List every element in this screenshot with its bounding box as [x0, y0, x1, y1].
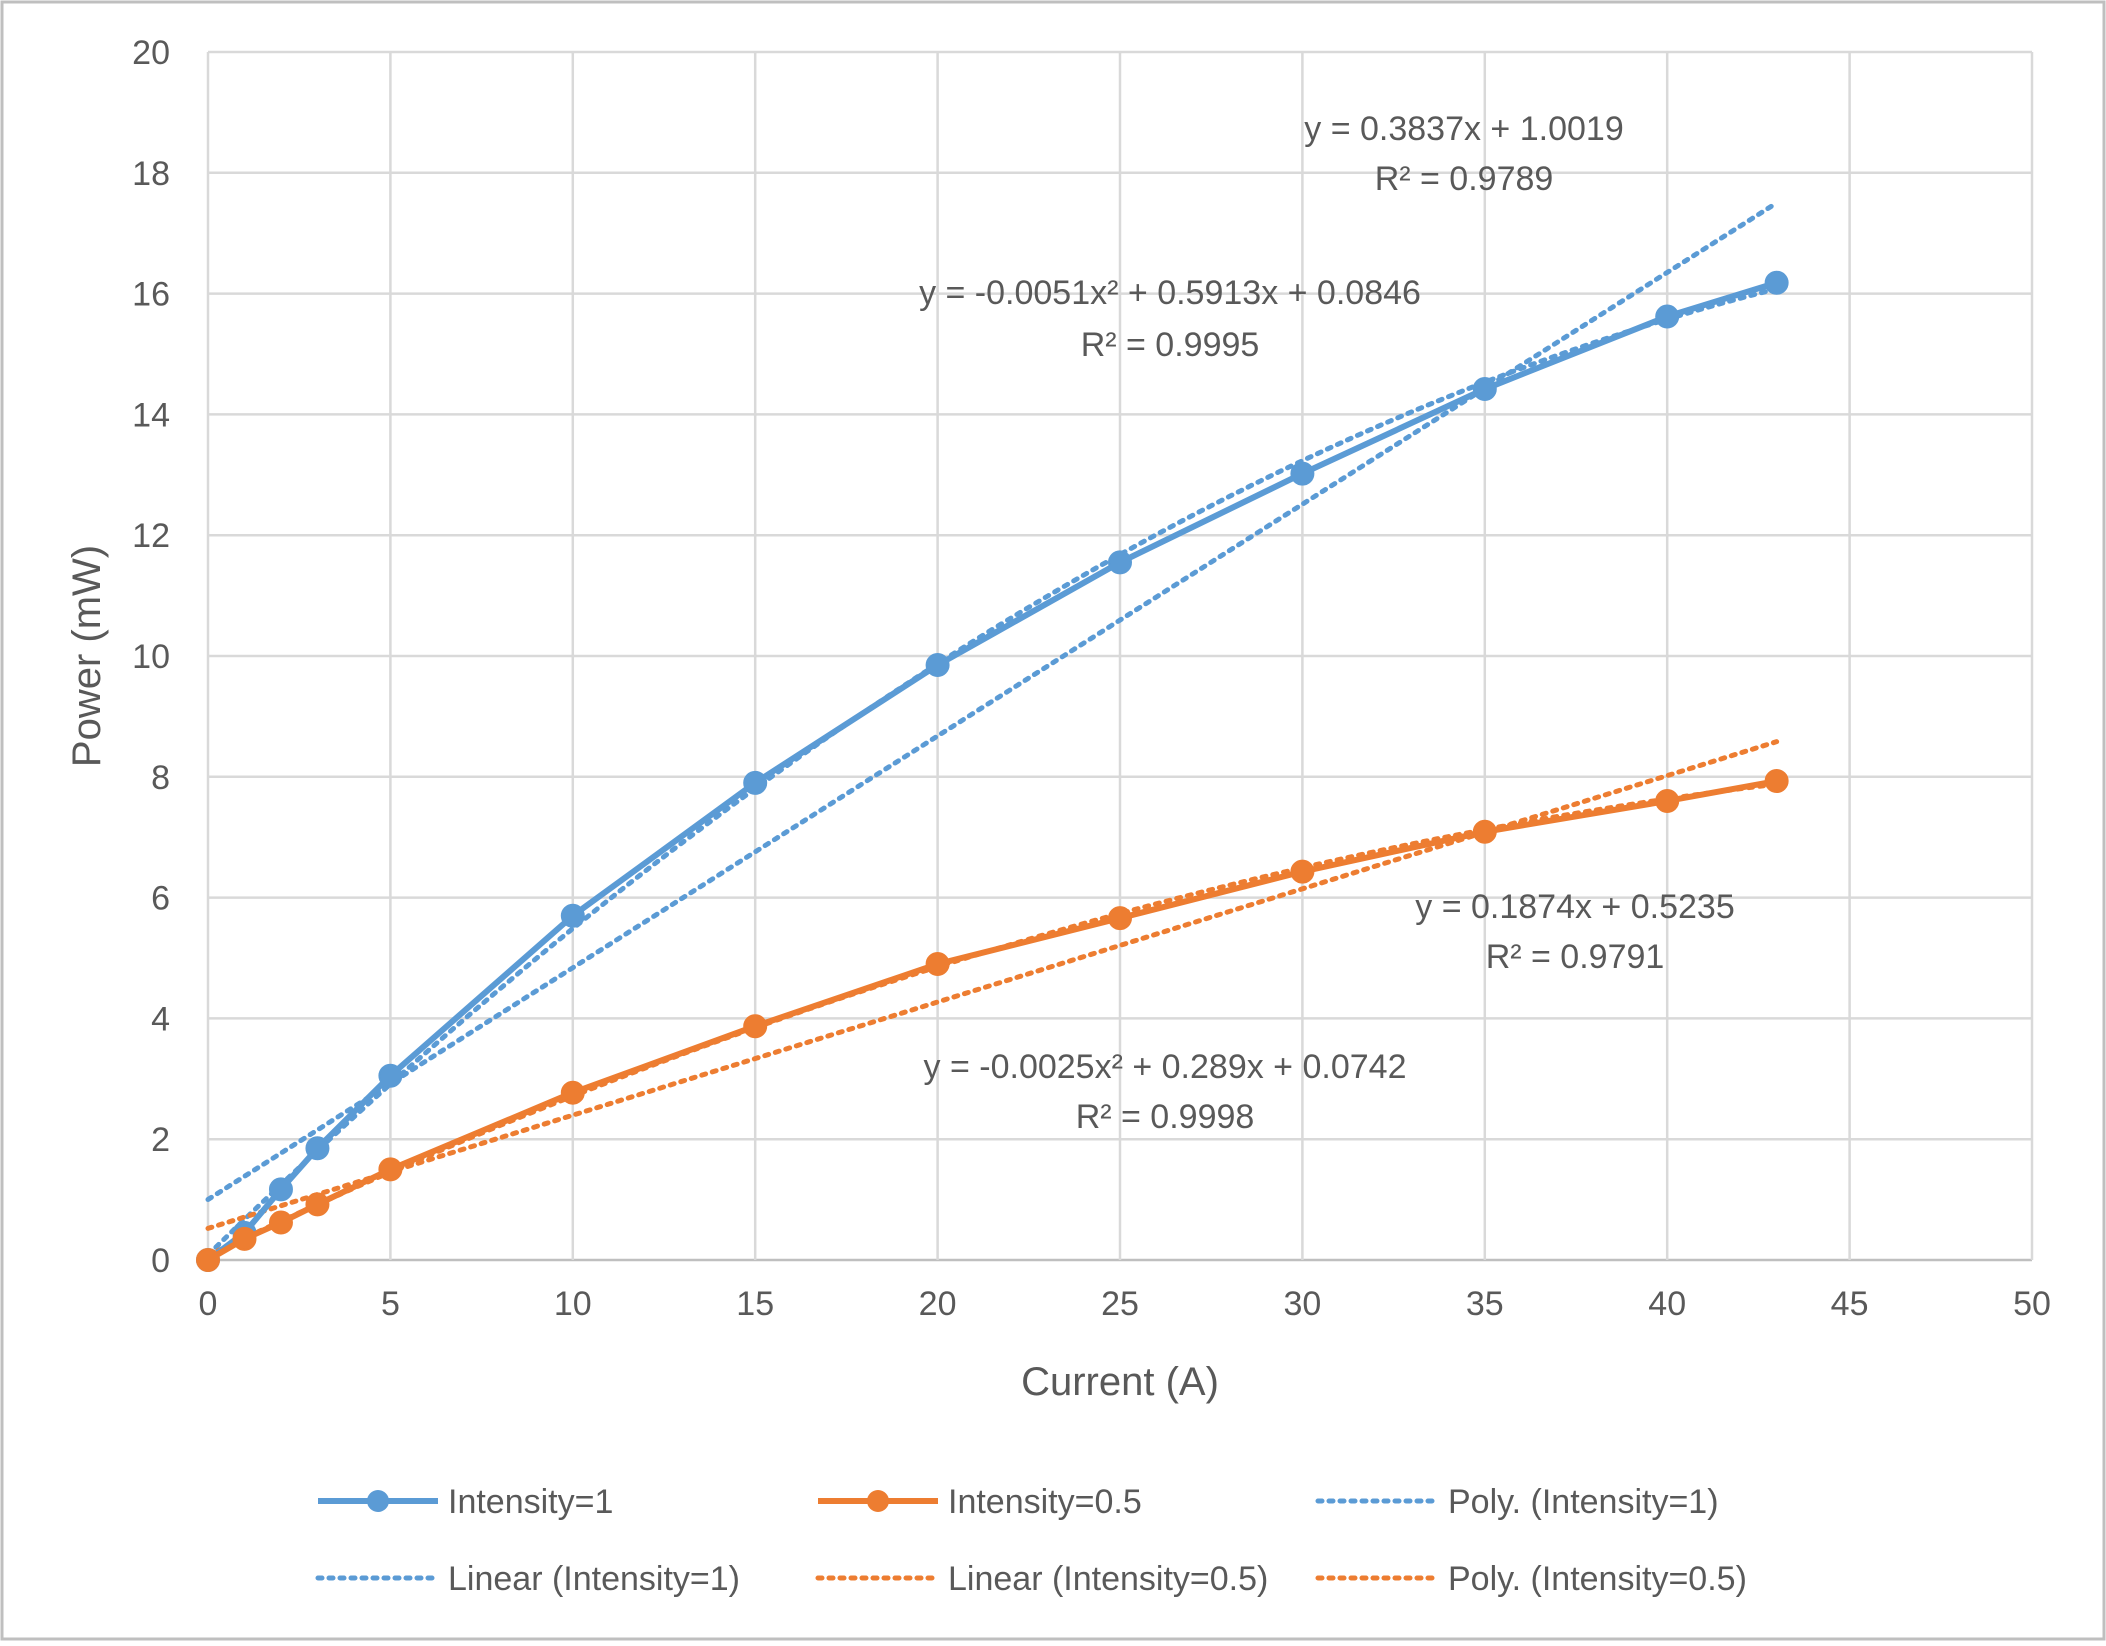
- trendline-equation: y = 0.1874x + 0.5235: [1415, 888, 1734, 926]
- trendline-equation: y = 0.3837x + 1.0019: [1304, 110, 1623, 148]
- legend-label: Intensity=0.5: [948, 1483, 1142, 1521]
- data-point: [1108, 906, 1132, 931]
- trendline-label: y = -0.0051x² + 0.5913x + 0.0846 R² = 0.9…: [919, 274, 1421, 364]
- x-tick-label: 25: [1101, 1285, 1139, 1323]
- data-point: [1472, 819, 1497, 844]
- x-tick-label: 0: [199, 1285, 218, 1323]
- x-tick-label: 40: [1648, 1285, 1686, 1323]
- x-tick-label: 45: [1831, 1285, 1869, 1323]
- y-tick-label: 0: [151, 1242, 170, 1280]
- data-point: [1655, 788, 1680, 813]
- legend-item: Intensity=1: [318, 1483, 613, 1521]
- data-point: [925, 653, 950, 678]
- x-tick-label: 50: [2013, 1285, 2051, 1323]
- data-point: [1290, 859, 1315, 884]
- x-tick-label: 20: [919, 1285, 957, 1323]
- trendline-label: y = 0.3837x + 1.0019 R² = 0.9789: [1304, 110, 1623, 198]
- data-point: [1764, 769, 1789, 794]
- data-point: [925, 952, 950, 977]
- data-point: [378, 1063, 403, 1088]
- y-tick-label: 12: [132, 517, 170, 555]
- x-tick-label: 15: [736, 1285, 774, 1323]
- trendline-label: y = 0.1874x + 0.5235 R² = 0.9791: [1415, 888, 1734, 976]
- x-axis-title: Current (A): [1021, 1360, 1219, 1404]
- legend-item: Linear (Intensity=0.5): [815, 1560, 1268, 1598]
- y-tick-label: 4: [151, 1000, 170, 1038]
- y-tick-label: 18: [132, 155, 170, 193]
- trendline-r2: R² = 0.9791: [1486, 938, 1665, 976]
- gridlines: [206, 50, 2034, 1262]
- x-tick-label: 30: [1283, 1285, 1321, 1323]
- legend-label: Poly. (Intensity=0.5): [1448, 1560, 1747, 1598]
- data-point: [305, 1136, 330, 1161]
- legend-marker: [367, 1490, 389, 1512]
- y-tick-label: 6: [151, 880, 170, 918]
- data-point: [560, 1080, 585, 1105]
- trendline-r2: R² = 0.9998: [1076, 1098, 1255, 1136]
- data-point: [196, 1248, 220, 1272]
- trendline-r2: R² = 0.9789: [1375, 160, 1554, 198]
- legend-label: Linear (Intensity=1): [448, 1560, 740, 1598]
- data-point: [1655, 304, 1680, 329]
- data-point: [560, 903, 585, 928]
- y-tick-label: 8: [151, 759, 170, 797]
- x-tick-label: 35: [1466, 1285, 1504, 1323]
- data-point: [743, 1014, 768, 1039]
- legend-item: Intensity=0.5: [818, 1483, 1142, 1521]
- legend-label: Linear (Intensity=0.5): [948, 1560, 1268, 1598]
- data-point: [1290, 461, 1315, 486]
- legend-marker: [867, 1490, 889, 1512]
- y-tick-label: 10: [132, 638, 170, 676]
- y-tick-label: 2: [151, 1121, 170, 1159]
- trendline-equation: y = -0.0051x² + 0.5913x + 0.0846: [919, 274, 1421, 312]
- y-axis-title: Power (mW): [65, 545, 109, 767]
- axes: 0 2 4 6 8 10 12 14 16 18 20 0 5 10 15 20 25 30 35 40 45 50: [132, 34, 2051, 1323]
- data-point: [268, 1177, 293, 1202]
- legend-label: Intensity=1: [448, 1483, 613, 1521]
- y-tick-label: 20: [132, 34, 170, 72]
- data-series: [196, 270, 1789, 1272]
- legend-item: Poly. (Intensity=1): [1315, 1483, 1719, 1521]
- data-point: [232, 1226, 257, 1251]
- legend-item: Linear (Intensity=1): [315, 1560, 740, 1598]
- trendline-linear: [205, 200, 1780, 1202]
- x-tick-label: 10: [554, 1285, 592, 1323]
- legend: Intensity=1 Intensity=0.5 Poly. (Intensity…: [315, 1483, 1747, 1598]
- legend-item: Poly. (Intensity=0.5): [1315, 1560, 1747, 1598]
- data-point: [305, 1192, 330, 1217]
- data-point: [743, 770, 768, 795]
- data-point: [1764, 270, 1789, 295]
- x-tick-label: 5: [381, 1285, 400, 1323]
- trendline-equation: y = -0.0025x² + 0.289x + 0.0742: [924, 1048, 1407, 1086]
- trendline-r2: R² = 0.9995: [1081, 326, 1260, 364]
- trendline-label: y = -0.0025x² + 0.289x + 0.0742 R² = 0.99…: [924, 1048, 1407, 1136]
- y-tick-label: 14: [132, 396, 170, 434]
- legend-label: Poly. (Intensity=1): [1448, 1483, 1719, 1521]
- data-point: [1108, 550, 1132, 575]
- data-point: [268, 1210, 293, 1235]
- trendline-equations: y = -0.0051x² + 0.5913x + 0.0846 R² = 0.9…: [919, 110, 1735, 1136]
- trendline-poly: [205, 286, 1780, 1258]
- data-point: [1472, 377, 1497, 402]
- y-tick-label: 16: [132, 276, 170, 314]
- data-point: [378, 1157, 403, 1182]
